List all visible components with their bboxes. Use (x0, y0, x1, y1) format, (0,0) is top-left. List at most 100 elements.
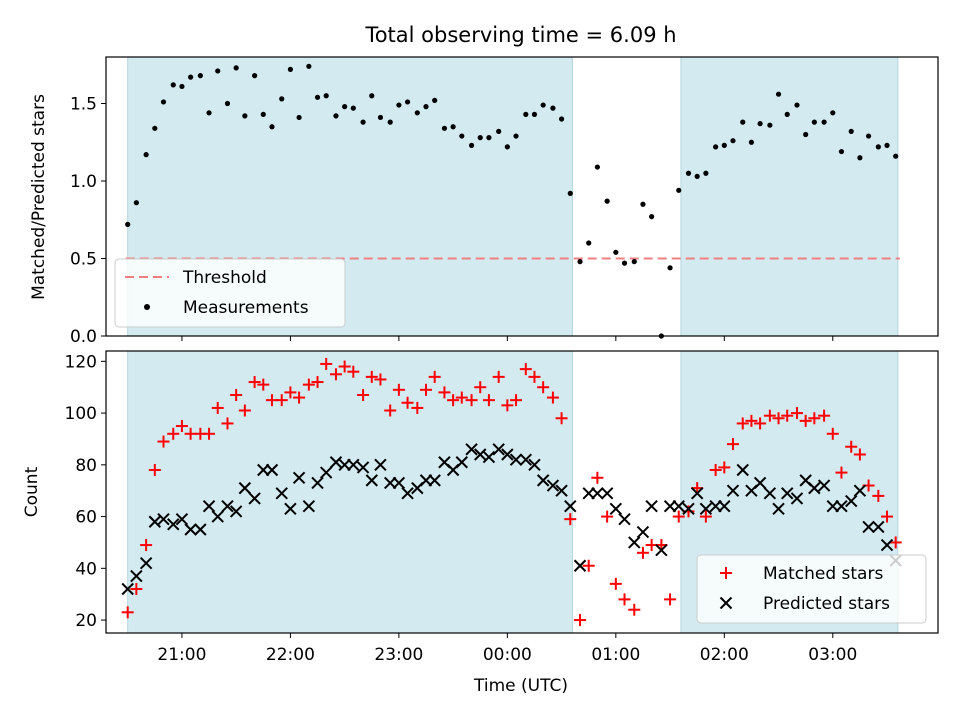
matched-star-point (420, 383, 432, 396)
legend-predicted-label: Predicted stars (763, 594, 890, 614)
measurement-point (821, 119, 827, 125)
measurement-point (740, 119, 746, 125)
measurement-point (477, 135, 483, 141)
matched-star-point (157, 435, 170, 448)
matched-star-point (881, 510, 894, 523)
predicted-star-point (202, 500, 216, 513)
measurement-point (794, 102, 800, 108)
measurement-point (865, 133, 872, 139)
matched-star-point (564, 513, 577, 526)
measurement-point (396, 102, 402, 108)
matched-star-point (818, 409, 831, 422)
measurement-point (188, 74, 194, 80)
matched-star-point (664, 593, 677, 606)
predicted-star-point (474, 448, 487, 461)
y-axis-ticks: 20 40 60 80 100 120 (65, 352, 106, 631)
predicted-star-point (536, 474, 550, 487)
measurement-point (523, 111, 529, 117)
measurement-point (125, 221, 131, 227)
measurement-point (893, 153, 899, 159)
ratio-panel: 0.0 0.5 1.0 1.5 Matched/Predicted stars Thr… (29, 56, 939, 347)
matched-star-point (230, 388, 243, 401)
predicted-star-point (148, 515, 162, 528)
measurement-point (694, 173, 700, 179)
predicted-star-point (284, 502, 297, 516)
chart-title: Total observing time = 6.09 h (364, 23, 676, 47)
legend-box (696, 554, 927, 624)
matched-star-point (392, 383, 405, 396)
measurement-point (233, 65, 239, 71)
y-tick-label: 1.0 (70, 172, 97, 192)
predicted-star-point (275, 487, 288, 500)
matched-star-point (628, 603, 641, 616)
measurement-point (767, 122, 773, 128)
x-tick-label: 02:00 (700, 645, 749, 665)
matched-star-point (537, 381, 550, 394)
matched-star-point (591, 471, 604, 484)
x-axis-ticks: 21:00 22:00 23:00 00:00 01:00 02:00 03:00 (157, 633, 857, 665)
matched-star-point (374, 373, 387, 386)
matched-star-point (121, 606, 134, 619)
y-tick-label: 20 (75, 611, 97, 631)
matched-star-point (140, 539, 153, 552)
measurement-point (423, 104, 429, 110)
legend: Matched stars Predicted stars (696, 554, 927, 624)
predicted-star-point (175, 512, 189, 526)
matched-star-point (709, 464, 722, 477)
matched-star-point (763, 409, 776, 422)
measurement-point (567, 190, 573, 196)
matched-star-point (736, 417, 749, 430)
measurement-point (206, 110, 212, 116)
legend-plus-marker (720, 567, 732, 579)
measurement-point (414, 110, 420, 116)
predicted-star-point (591, 487, 604, 500)
matched-star-point (257, 378, 270, 391)
predicted-star-point (221, 500, 234, 513)
predicted-star-point (790, 492, 804, 505)
measurement-point (387, 119, 393, 125)
matched-star-point (555, 412, 568, 425)
matched-star-point (465, 394, 478, 407)
predicted-star-point (853, 484, 867, 497)
measurement-point (586, 240, 592, 246)
predicted-star-point (265, 463, 279, 477)
predicted-star-point (501, 448, 514, 461)
matched-star-point (546, 391, 559, 404)
x-tick-label: 03:00 (808, 645, 857, 665)
measurement-point (803, 131, 809, 138)
matched-star-point (808, 412, 821, 425)
y-axis-ticks: 0.0 0.5 1.0 1.5 (70, 95, 106, 347)
predicted-star-point (365, 474, 378, 487)
predicted-star-point (763, 487, 777, 500)
x-axis-ticks (181, 336, 834, 341)
matched-star-point (482, 394, 495, 407)
matched-star-point (582, 559, 595, 572)
matched-star-point (167, 427, 180, 440)
matched-star-point (428, 370, 441, 383)
predicted-star-point (329, 456, 343, 469)
measurement-point (450, 124, 456, 130)
predicted-star-point (139, 556, 153, 570)
matched-star-point (872, 489, 885, 502)
measurement-point (550, 105, 556, 111)
predicted-star-point (862, 520, 875, 534)
predicted-star-point (455, 456, 469, 469)
measurement-point (531, 111, 538, 117)
predicted-star-point (229, 505, 243, 518)
measurement-point (170, 82, 176, 88)
measurement-point (441, 125, 448, 131)
predicted-star-point (655, 544, 668, 557)
predicted-star-point (817, 479, 831, 492)
predicted-star-point (302, 500, 316, 513)
x-tick-label: 01:00 (591, 645, 640, 665)
measurement-point (713, 144, 719, 150)
measurement-point (296, 114, 302, 121)
matched-star-point (211, 401, 224, 414)
measurement-point (513, 133, 519, 139)
matched-star-point (338, 360, 351, 373)
matched-star-point (636, 546, 649, 559)
matched-star-point (365, 370, 378, 383)
measurement-point (432, 97, 438, 103)
predicted-star-point (808, 481, 821, 495)
predicted-star-point (753, 476, 767, 490)
